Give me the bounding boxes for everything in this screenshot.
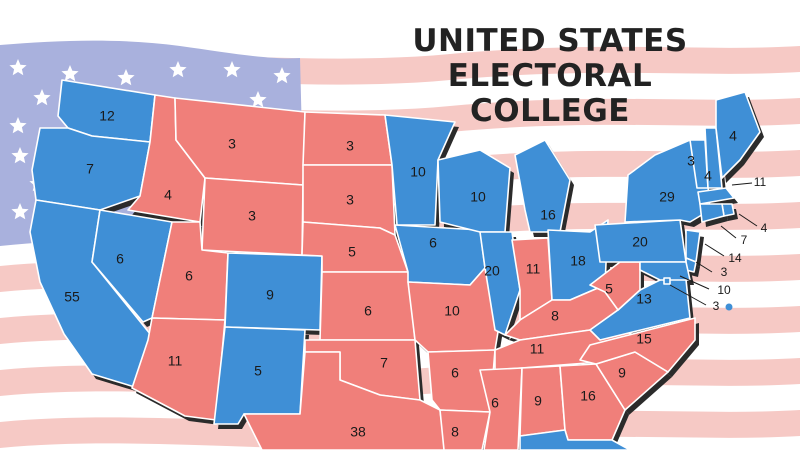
electoral-votes-az: 11 (168, 353, 183, 369)
electoral-votes-md: 10 (717, 283, 731, 297)
leader-nj (704, 243, 725, 257)
state-ma[interactable] (697, 187, 735, 205)
electoral-votes-wi: 10 (470, 189, 486, 205)
star-icon (11, 147, 29, 164)
electoral-votes-nh: 4 (704, 168, 712, 184)
star-icon (169, 61, 187, 78)
electoral-votes-or: 7 (86, 161, 94, 177)
electoral-votes-me: 4 (729, 128, 737, 144)
electoral-votes-va: 13 (636, 291, 652, 307)
electoral-votes-ct: 7 (741, 233, 748, 247)
electoral-votes-ga: 16 (580, 388, 596, 404)
star-icon (11, 203, 29, 220)
leader-ct (720, 225, 737, 239)
star-icon (249, 91, 267, 108)
state-ia[interactable] (394, 224, 486, 286)
electoral-votes-pa: 20 (632, 234, 648, 250)
electoral-votes-wv: 5 (605, 281, 613, 297)
electoral-votes-nv: 6 (116, 251, 124, 267)
electoral-votes-ia: 6 (429, 235, 437, 251)
electoral-votes-mo: 10 (444, 303, 460, 319)
state-md[interactable] (639, 261, 691, 281)
star-icon (223, 61, 241, 78)
leader-ma (731, 182, 753, 186)
callout-lines (669, 182, 758, 306)
state-ms[interactable] (479, 367, 523, 450)
electoral-votes-il: 20 (484, 263, 500, 279)
electoral-votes-mi: 16 (540, 207, 556, 223)
dc-marker-dot (725, 303, 733, 311)
electoral-votes-ok: 7 (380, 355, 388, 371)
electoral-votes-co: 9 (266, 287, 274, 303)
electoral-votes-oh: 18 (570, 253, 586, 269)
leader-de (695, 261, 713, 273)
electoral-votes-ca: 55 (64, 289, 80, 305)
electoral-votes-sc: 9 (618, 365, 626, 381)
electoral-votes-de: 3 (721, 265, 728, 279)
state-me[interactable] (715, 91, 761, 179)
electoral-votes-ny: 29 (659, 189, 675, 205)
electoral-votes-nm: 5 (254, 363, 262, 379)
star-icon (61, 65, 79, 82)
electoral-votes-wa: 12 (99, 108, 115, 124)
state-fl[interactable] (519, 429, 631, 450)
electoral-votes-tn: 11 (530, 341, 545, 357)
leader-md (679, 275, 710, 290)
electoral-votes-sd: 3 (346, 192, 354, 208)
star-icon (273, 67, 291, 84)
title-line-1: UNITED STATES (412, 23, 688, 59)
state-tx[interactable] (243, 351, 446, 450)
electoral-votes-ks: 6 (364, 303, 372, 319)
star-icon (9, 59, 27, 76)
electoral-votes-mn: 10 (410, 164, 426, 180)
leader-dc (669, 284, 707, 306)
state-la[interactable] (439, 409, 491, 450)
electoral-votes-dc: 3 (713, 299, 720, 313)
electoral-votes-mt: 3 (228, 136, 236, 152)
electoral-votes-la: 8 (451, 424, 459, 440)
electoral-votes-ri: 4 (761, 221, 768, 235)
electoral-votes-ma: 11 (754, 175, 767, 189)
state-al[interactable] (519, 365, 566, 437)
leader-ri (738, 213, 758, 227)
electoral-votes-tx: 38 (350, 424, 366, 440)
star-icon (117, 69, 135, 86)
electoral-votes-nj: 14 (728, 251, 742, 265)
title-line-2: ELECTORAL COLLEGE (447, 58, 653, 129)
state-ct[interactable] (699, 203, 725, 223)
electoral-votes-al: 9 (534, 393, 542, 409)
state-dc[interactable] (663, 277, 671, 285)
electoral-votes-nd: 3 (346, 138, 354, 154)
electoral-votes-ne: 5 (348, 244, 356, 260)
star-icon (9, 117, 27, 134)
electoral-votes-in: 11 (526, 261, 541, 277)
electoral-votes-id: 4 (164, 187, 172, 203)
state-mn[interactable] (384, 114, 456, 226)
map-title: UNITED STATES ELECTORAL COLLEGE (380, 24, 720, 129)
electoral-votes-wy: 3 (248, 208, 256, 224)
state-nc[interactable] (579, 317, 696, 373)
star-icon (33, 89, 51, 106)
electoral-votes-ut: 6 (185, 268, 193, 284)
electoral-votes-ms: 6 (491, 395, 499, 411)
state-nv[interactable] (91, 209, 173, 323)
electoral-votes-nc: 15 (636, 331, 652, 347)
electoral-votes-ar: 6 (451, 365, 459, 381)
state-mo[interactable] (407, 267, 501, 353)
electoral-votes-vt: 3 (687, 153, 695, 169)
electoral-votes-ky: 8 (551, 308, 559, 324)
